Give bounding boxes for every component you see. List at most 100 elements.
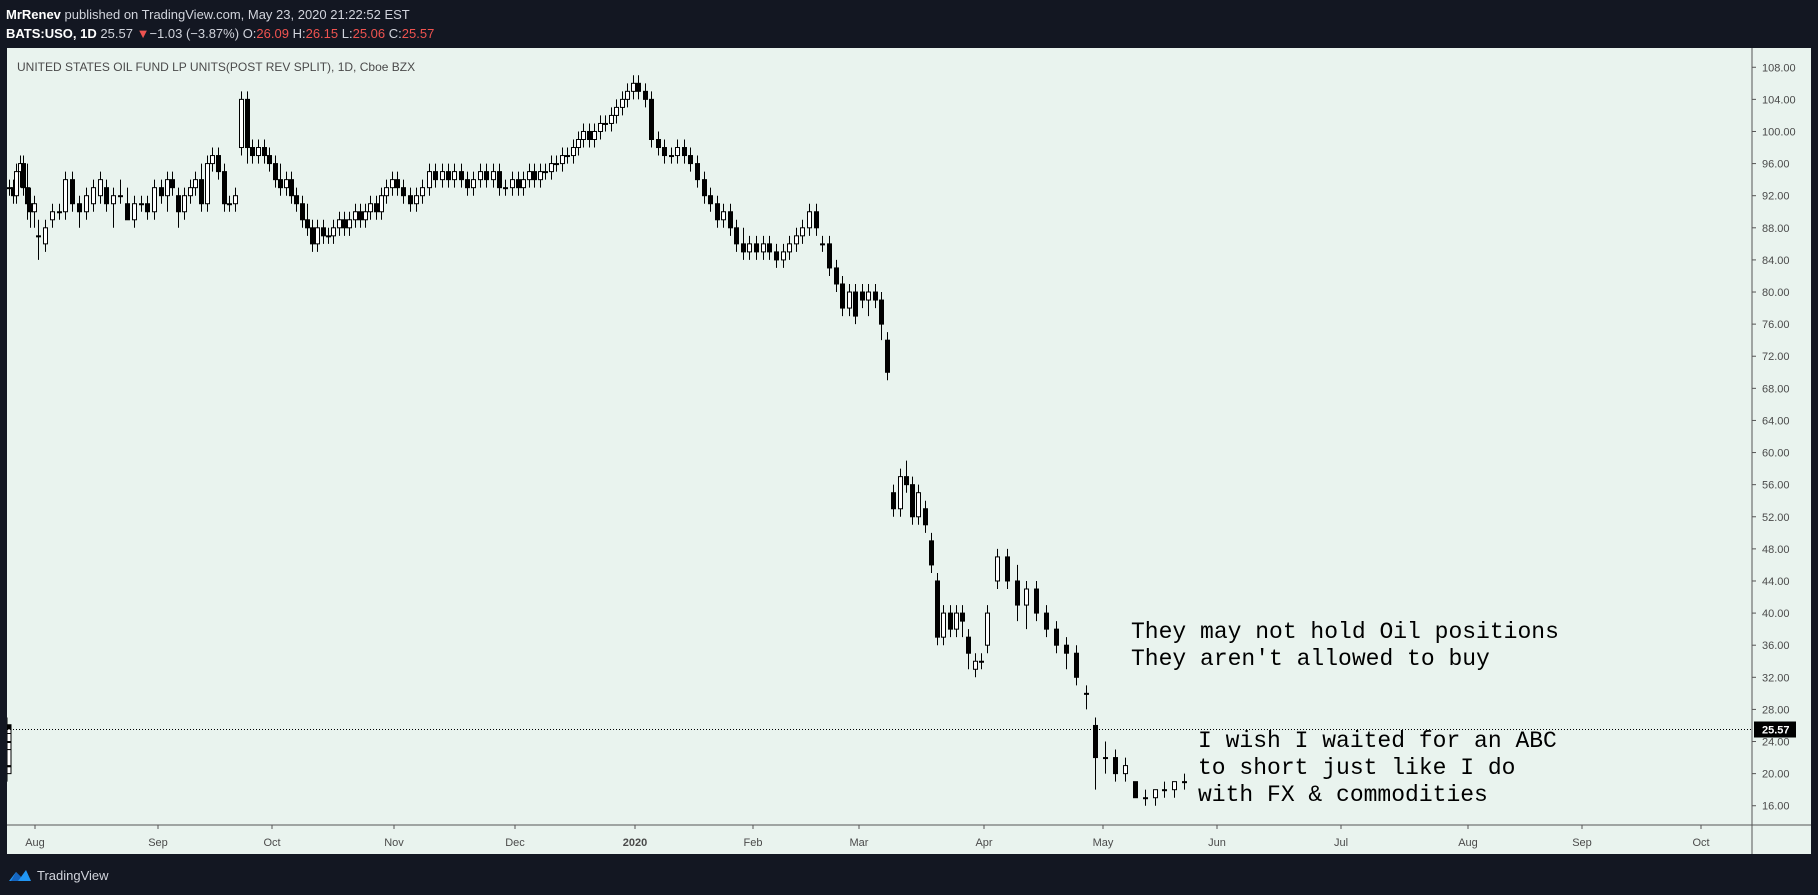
candle-body-61 (353, 211, 358, 221)
candle-body-166 (1005, 556, 1010, 582)
candle-body-25 (152, 187, 157, 213)
annotation-2-line-2: to short just like I do (1198, 755, 1516, 781)
candle-body-130 (767, 243, 772, 253)
candle-body-67 (384, 187, 389, 197)
candle-body-157 (941, 612, 946, 638)
candle-body-18 (104, 187, 109, 205)
candle-body-125 (734, 227, 739, 245)
y-tick-label-10: 56.00 (1762, 480, 1790, 492)
candle-body-10 (50, 211, 55, 221)
candle-body-196 (7, 749, 12, 767)
annotation-1-line-2: They aren't allowed to buy (1131, 646, 1490, 672)
candle-body-139 (827, 243, 832, 269)
annotation-text-2[interactable]: I wish I waited for an ABC to short just… (1198, 728, 1557, 809)
x-tick-label-0: Aug (25, 837, 45, 849)
tradingview-logo-icon (9, 870, 31, 881)
candle-body-13 (70, 179, 75, 205)
chart-area[interactable]: 16.00 20.00 24.00 28.00 32.00 36.00 40.00 44.00… (7, 48, 1811, 854)
candlestick-chart[interactable]: 16.00 20.00 24.00 28.00 32.00 36.00 40.00 44.00… (7, 48, 1811, 854)
y-tick-label-23: 108.00 (1762, 62, 1796, 74)
y-tick-label-2: 24.00 (1762, 737, 1790, 749)
candle-body-95 (554, 163, 559, 166)
candle-body-109 (631, 82, 636, 92)
candle-body-96 (560, 155, 565, 165)
candle-body-57 (331, 227, 336, 237)
symbol-label: BATS:USO, 1D (6, 26, 97, 41)
candle-body-51 (300, 203, 305, 221)
candle-body-138 (820, 243, 825, 246)
candle-body-147 (879, 299, 884, 325)
candle-body-174 (1084, 692, 1089, 695)
candle-body-5 (25, 187, 30, 205)
candle-body-36 (216, 155, 221, 173)
y-tick-label-14: 72.00 (1762, 351, 1790, 363)
candle-body-172 (1064, 644, 1069, 654)
candle-body-47 (278, 179, 283, 189)
x-tick-label-1: Sep (148, 837, 168, 849)
candle-body-83 (484, 171, 489, 181)
candle-body-105 (609, 114, 614, 124)
x-tick-label-5: 2020 (623, 837, 647, 849)
candle-body-20 (118, 195, 123, 198)
candle-body-126 (741, 243, 746, 253)
candle-body-89 (521, 179, 526, 189)
candle-body-72 (414, 195, 419, 205)
candle-body-71 (408, 195, 413, 205)
candle-body-168 (1024, 588, 1029, 606)
candle-body-79 (459, 171, 464, 181)
candle-body-170 (1044, 612, 1049, 630)
candle-body-132 (781, 251, 786, 261)
candle-body-133 (787, 243, 792, 253)
candle-body-33 (199, 179, 204, 205)
high-value: 26.15 (305, 26, 339, 41)
candle-body-178 (1123, 765, 1128, 775)
down-triangle-icon: ▼ (136, 26, 150, 41)
candle-body-145 (866, 291, 871, 301)
y-tick-label-1: 20.00 (1762, 769, 1790, 781)
close-value: 25.57 (401, 26, 435, 41)
candle-body-23 (139, 203, 144, 206)
footer-brand[interactable]: TradingView (8, 864, 109, 886)
annotation-text-1[interactable]: They may not hold Oil positions They are… (1131, 619, 1559, 673)
candle-body-142 (847, 291, 852, 309)
y-tick-label-3: 28.00 (1762, 704, 1790, 716)
candle-body-128 (754, 243, 759, 253)
candle-body-53 (310, 227, 315, 245)
candle-body-181 (1153, 789, 1158, 799)
x-tick-label-2: Oct (263, 837, 280, 849)
candle-body-121 (708, 195, 713, 205)
chart-title: UNITED STATES OIL FUND LP UNITS(POST REV… (17, 60, 416, 74)
candle-body-199 (7, 732, 12, 743)
candle-body-16 (91, 187, 96, 205)
candle-body-159 (954, 612, 959, 630)
candle-body-97 (565, 155, 570, 158)
candle-body-65 (374, 203, 379, 213)
y-tick-label-21: 100.00 (1762, 126, 1796, 138)
candle-body-111 (643, 90, 648, 100)
candle-body-173 (1074, 652, 1079, 678)
y-tick-label-9: 52.00 (1762, 512, 1790, 524)
candle-body-127 (747, 243, 752, 253)
candle-body-42 (250, 147, 255, 157)
chart-header: MrRenev published on TradingView.com, Ma… (6, 5, 1806, 43)
last-price-tag (1754, 721, 1796, 738)
candle-body-92 (538, 171, 543, 181)
candle-body-117 (682, 147, 687, 157)
candle-body-44 (262, 147, 267, 157)
candle-body-86 (503, 187, 508, 190)
candle-body-102 (592, 130, 597, 141)
candle-body-81 (471, 179, 476, 189)
candle-body-118 (688, 155, 693, 165)
y-tick-label-15: 76.00 (1762, 319, 1790, 331)
candle-body-45 (267, 155, 272, 165)
brand-name: TradingView (37, 867, 109, 883)
annotation-2-line-3: with FX & commodities (1198, 782, 1488, 808)
candle-body-74 (427, 171, 432, 189)
author-name[interactable]: MrRenev (6, 7, 61, 22)
candle-body-62 (358, 211, 363, 221)
x-tick-label-9: May (1093, 837, 1114, 849)
candle-body-59 (342, 219, 347, 229)
x-tick-label-6: Feb (744, 837, 763, 849)
candle-body-155 (929, 540, 934, 566)
candle-body-75 (433, 171, 438, 181)
